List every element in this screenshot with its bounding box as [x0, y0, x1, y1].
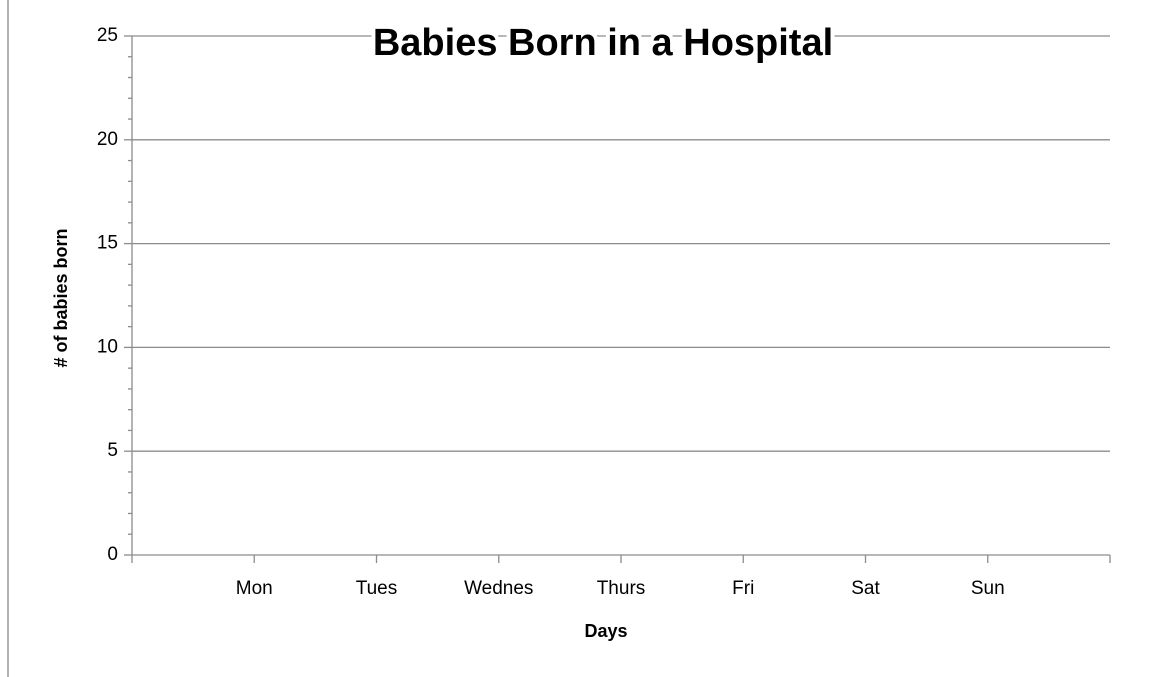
chart-title: Babies Born in a Hospital	[373, 22, 833, 64]
x-tick-label: Sat	[851, 578, 880, 599]
y-tick-label: 5	[107, 440, 118, 461]
x-tick-label: Wednes	[464, 578, 533, 599]
x-tick-label: Fri	[732, 578, 754, 599]
y-tick-label: 15	[97, 233, 118, 254]
x-axis-label: Days	[584, 621, 627, 641]
x-tick-label: Sun	[971, 578, 1005, 599]
y-tick-label: 25	[97, 25, 118, 46]
y-tick-label: 20	[97, 129, 118, 150]
y-axis-label: # of babies born	[51, 228, 71, 367]
x-tick-label: Thurs	[597, 578, 646, 599]
chart-frame	[7, 0, 9, 677]
y-tick-label: 10	[97, 336, 118, 357]
x-tick-label: Mon	[236, 578, 273, 599]
x-tick-label: Tues	[356, 578, 398, 599]
grid	[124, 35, 1111, 563]
y-tick-label: 0	[107, 544, 118, 565]
